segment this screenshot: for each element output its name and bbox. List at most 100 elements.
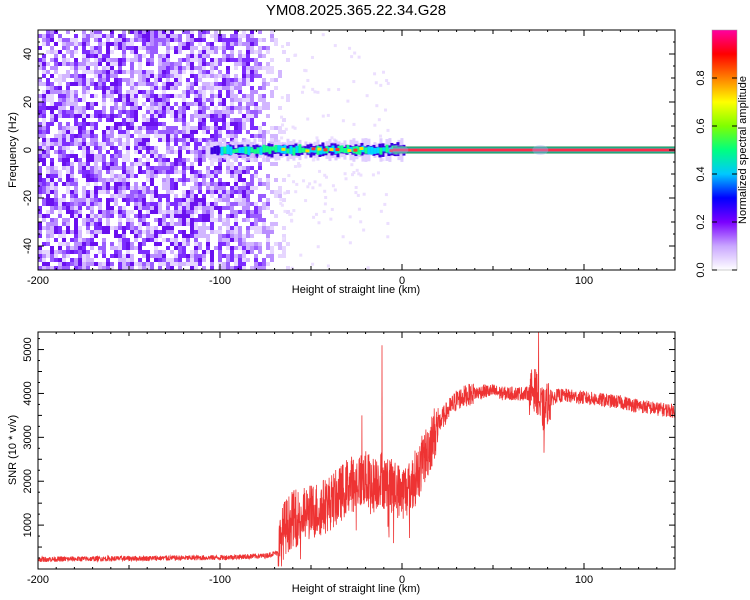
spectrogram-noise-cell	[62, 230, 66, 234]
spectrogram-noise-cell	[118, 242, 122, 250]
spectrogram-noise-cell	[118, 218, 122, 222]
spectrogram-noise-cell	[42, 98, 46, 102]
spectrogram-noise-cell	[202, 106, 206, 114]
spectrogram-noise-cell	[110, 130, 114, 138]
spectrogram-faint-cell	[324, 175, 328, 179]
spectrogram-noise-cell	[54, 106, 58, 110]
spectrogram-x-tick-label: 0	[399, 275, 405, 287]
spectrogram-noise-cell	[82, 126, 86, 130]
spectrogram-faint-cell	[350, 163, 354, 167]
spectrogram-noise-cell	[194, 210, 198, 214]
spectrogram-noise-cell	[114, 106, 118, 110]
spectrogram-noise-cell	[174, 242, 178, 246]
spectrogram-noise-cell	[166, 266, 170, 270]
spectrogram-noise-cell	[46, 266, 50, 270]
spectrogram-noise-cell	[58, 214, 62, 218]
spectrogram-noise-cell	[182, 182, 186, 186]
spectrogram-noise-cell	[130, 114, 134, 118]
spectrogram-noise-cell	[134, 86, 138, 94]
spectrogram-noise-cell	[110, 106, 114, 114]
spectrogram-noise-cell	[142, 30, 146, 34]
spectrogram-noise-cell	[230, 90, 234, 94]
spectrogram-noise-cell	[274, 242, 278, 246]
colorbar-label: Normalized spectral amplitude	[737, 76, 749, 224]
spectrogram-noise-cell	[194, 158, 198, 162]
spectrogram-noise-cell	[194, 110, 198, 118]
spectrogram-faint-cell	[326, 264, 330, 268]
spectrogram-band-peak	[389, 149, 394, 153]
spectrogram-noise-cell	[86, 82, 90, 86]
snr-x-tick-label: -100	[209, 574, 231, 586]
spectrogram-noise-cell	[94, 234, 98, 238]
spectrogram-noise-cell	[102, 182, 106, 190]
spectrogram-noise-cell	[190, 214, 194, 218]
spectrogram-noise-cell	[98, 230, 102, 234]
spectrogram-noise-cell	[70, 174, 74, 178]
snr-y-tick-label: 2000	[22, 469, 34, 493]
spectrogram-noise-cell	[54, 238, 58, 242]
spectrogram-noise-cell	[194, 254, 198, 262]
spectrogram-noise-cell	[242, 66, 246, 74]
spectrogram-noise-cell	[138, 202, 142, 210]
spectrogram-noise-cell	[206, 42, 210, 46]
spectrogram-noise-cell	[102, 86, 106, 90]
spectrogram-noise-cell	[62, 54, 66, 58]
spectrogram-noise-cell	[82, 74, 86, 78]
spectrogram-noise-cell	[282, 130, 286, 134]
spectrogram-noise-cell	[166, 78, 170, 82]
spectrogram-noise-cell	[66, 142, 70, 146]
spectrogram-noise-cell	[58, 130, 62, 134]
spectrogram-noise-cell	[230, 110, 234, 114]
spectrogram-noise-cell	[202, 198, 206, 202]
spectrogram-noise-cell	[226, 114, 230, 118]
spectrogram-noise-cell	[70, 90, 74, 98]
spectrogram-noise-cell	[130, 74, 134, 78]
spectrogram-noise-cell	[90, 158, 94, 162]
spectrogram-noise-cell	[138, 126, 142, 130]
spectrogram-noise-cell	[206, 250, 210, 254]
spectrogram-noise-cell	[90, 70, 94, 74]
spectrogram-noise-cell	[174, 86, 178, 90]
spectrogram-noise-cell	[286, 266, 290, 270]
spectrogram-noise-cell	[218, 130, 222, 134]
spectrogram-noise-cell	[230, 234, 234, 238]
spectrogram-noise-cell	[142, 138, 146, 146]
spectrogram-noise-cell	[94, 138, 98, 142]
spectrogram-noise-cell	[214, 198, 218, 202]
spectrogram-noise-cell	[278, 106, 282, 110]
spectrogram-noise-cell	[66, 226, 70, 234]
spectrogram-noise-cell	[142, 162, 146, 166]
spectrogram-noise-cell	[118, 70, 122, 74]
spectrogram-noise-cell	[86, 162, 90, 166]
spectrogram-noise-cell	[98, 146, 102, 150]
spectrogram-noise-cell	[222, 190, 226, 194]
spectrogram-noise-cell	[246, 214, 250, 218]
spectrogram-noise-cell	[162, 70, 166, 74]
spectrogram-noise-cell	[98, 218, 102, 222]
spectrogram-noise-cell	[94, 218, 98, 222]
spectrogram-faint-cell	[377, 118, 381, 122]
spectrogram-noise-cell	[202, 138, 206, 142]
spectrogram-faint-cell	[337, 88, 341, 92]
spectrogram-noise-cell	[218, 158, 222, 162]
spectrogram-noise-cell	[130, 90, 134, 94]
spectrogram-noise-cell	[186, 150, 190, 154]
spectrogram-noise-cell	[166, 246, 170, 250]
spectrogram-noise-cell	[94, 54, 98, 58]
spectrogram-noise-cell	[138, 266, 142, 270]
spectrogram-noise-cell	[278, 254, 282, 258]
spectrogram-noise-cell	[118, 130, 122, 134]
spectrogram-noise-cell	[66, 82, 70, 86]
spectrogram-noise-cell	[86, 70, 90, 74]
spectrogram-noise-cell	[50, 226, 54, 234]
spectrogram-noise-cell	[126, 166, 130, 170]
spectrogram-noise-cell	[54, 202, 58, 206]
spectrogram-noise-cell	[262, 218, 266, 222]
spectrogram-noise-cell	[246, 210, 250, 214]
spectrogram-noise-cell	[162, 226, 166, 234]
spectrogram-noise-cell	[70, 98, 74, 102]
spectrogram-noise-cell	[150, 210, 154, 214]
spectrogram-noise-cell	[90, 190, 94, 198]
spectrogram-band-core	[268, 146, 272, 154]
spectrogram-noise-cell	[142, 126, 146, 130]
